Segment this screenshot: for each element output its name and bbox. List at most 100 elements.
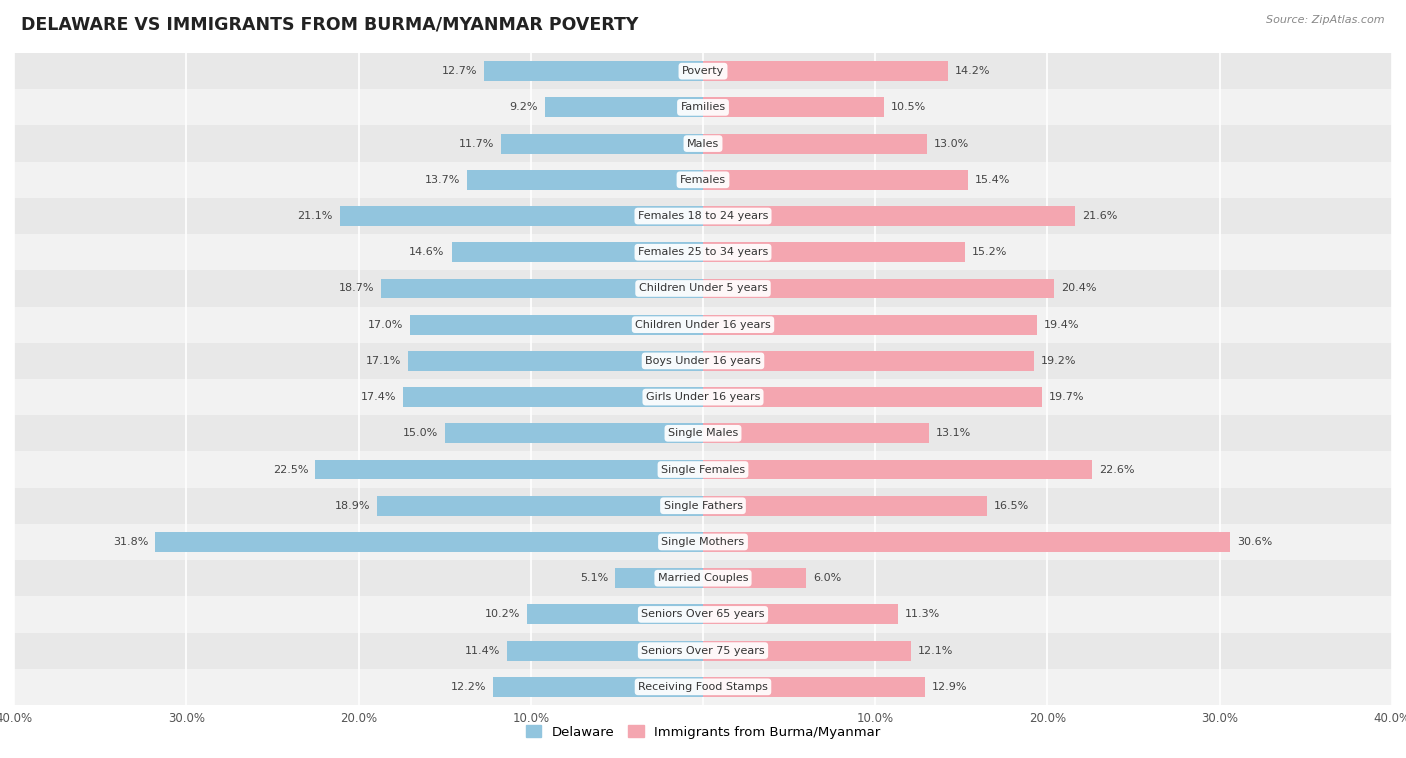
Bar	[14, 415, 1392, 452]
Bar	[502, 133, 703, 154]
Bar	[703, 170, 969, 190]
Bar	[506, 641, 703, 660]
Bar	[14, 53, 1392, 89]
Text: Single Males: Single Males	[668, 428, 738, 438]
Bar	[14, 597, 1392, 632]
Text: 12.7%: 12.7%	[441, 66, 478, 76]
Bar	[14, 669, 1392, 705]
Text: Girls Under 16 years: Girls Under 16 years	[645, 392, 761, 402]
Bar	[14, 234, 1392, 271]
Text: 19.4%: 19.4%	[1045, 320, 1080, 330]
Text: Single Mothers: Single Mothers	[661, 537, 745, 547]
Text: 20.4%: 20.4%	[1062, 283, 1097, 293]
Bar	[467, 170, 703, 190]
Text: 18.9%: 18.9%	[335, 501, 371, 511]
Bar	[703, 61, 948, 81]
Bar	[14, 161, 1392, 198]
Text: 11.3%: 11.3%	[904, 609, 939, 619]
Text: 15.4%: 15.4%	[976, 175, 1011, 185]
Bar	[14, 306, 1392, 343]
Bar	[315, 459, 703, 480]
Bar	[703, 424, 928, 443]
Text: Females 25 to 34 years: Females 25 to 34 years	[638, 247, 768, 257]
Text: 9.2%: 9.2%	[509, 102, 537, 112]
Text: Children Under 5 years: Children Under 5 years	[638, 283, 768, 293]
Bar	[377, 496, 703, 515]
Bar	[451, 243, 703, 262]
Bar	[14, 343, 1392, 379]
Text: 30.6%: 30.6%	[1237, 537, 1272, 547]
Text: 16.5%: 16.5%	[994, 501, 1029, 511]
Text: Single Fathers: Single Fathers	[664, 501, 742, 511]
Text: 11.4%: 11.4%	[464, 646, 499, 656]
Bar	[703, 98, 884, 117]
Text: 6.0%: 6.0%	[813, 573, 841, 583]
Bar	[444, 424, 703, 443]
Bar	[616, 568, 703, 588]
Bar	[381, 278, 703, 299]
Bar	[340, 206, 703, 226]
Bar	[494, 677, 703, 697]
Bar	[14, 379, 1392, 415]
Bar	[703, 532, 1230, 552]
Text: 14.2%: 14.2%	[955, 66, 990, 76]
Text: 15.2%: 15.2%	[972, 247, 1007, 257]
Text: 12.2%: 12.2%	[450, 682, 486, 692]
Text: 21.1%: 21.1%	[297, 211, 333, 221]
Text: 13.7%: 13.7%	[425, 175, 460, 185]
Text: Seniors Over 75 years: Seniors Over 75 years	[641, 646, 765, 656]
Text: 13.0%: 13.0%	[934, 139, 969, 149]
Bar	[703, 278, 1054, 299]
Text: Females: Females	[681, 175, 725, 185]
Text: 21.6%: 21.6%	[1083, 211, 1118, 221]
Bar	[703, 243, 965, 262]
Bar	[544, 98, 703, 117]
Bar	[703, 351, 1033, 371]
Text: DELAWARE VS IMMIGRANTS FROM BURMA/MYANMAR POVERTY: DELAWARE VS IMMIGRANTS FROM BURMA/MYANMA…	[21, 15, 638, 33]
Bar	[14, 524, 1392, 560]
Bar	[703, 133, 927, 154]
Text: Single Females: Single Females	[661, 465, 745, 475]
Text: 10.5%: 10.5%	[891, 102, 927, 112]
Text: 5.1%: 5.1%	[581, 573, 609, 583]
Text: 19.7%: 19.7%	[1049, 392, 1084, 402]
Bar	[703, 315, 1038, 334]
Bar	[14, 198, 1392, 234]
Bar	[14, 89, 1392, 126]
Bar	[703, 568, 807, 588]
Bar	[703, 677, 925, 697]
Text: 17.1%: 17.1%	[366, 356, 402, 366]
Text: 12.9%: 12.9%	[932, 682, 967, 692]
Text: 22.6%: 22.6%	[1099, 465, 1135, 475]
Text: 14.6%: 14.6%	[409, 247, 444, 257]
Bar	[14, 632, 1392, 669]
Text: Boys Under 16 years: Boys Under 16 years	[645, 356, 761, 366]
Bar	[703, 496, 987, 515]
Bar	[703, 604, 897, 625]
Text: 17.4%: 17.4%	[361, 392, 396, 402]
Bar	[703, 459, 1092, 480]
Bar	[527, 604, 703, 625]
Text: Poverty: Poverty	[682, 66, 724, 76]
Text: Families: Families	[681, 102, 725, 112]
Bar	[703, 387, 1042, 407]
Bar	[703, 641, 911, 660]
Bar	[409, 351, 703, 371]
Bar	[14, 271, 1392, 306]
Bar	[484, 61, 703, 81]
Text: 11.7%: 11.7%	[460, 139, 495, 149]
Legend: Delaware, Immigrants from Burma/Myanmar: Delaware, Immigrants from Burma/Myanmar	[520, 720, 886, 744]
Text: 31.8%: 31.8%	[112, 537, 149, 547]
Text: Married Couples: Married Couples	[658, 573, 748, 583]
Bar	[155, 532, 703, 552]
Bar	[703, 206, 1076, 226]
Bar	[404, 387, 703, 407]
Bar	[411, 315, 703, 334]
Text: Seniors Over 65 years: Seniors Over 65 years	[641, 609, 765, 619]
Text: Females 18 to 24 years: Females 18 to 24 years	[638, 211, 768, 221]
Text: 15.0%: 15.0%	[402, 428, 437, 438]
Text: 17.0%: 17.0%	[368, 320, 404, 330]
Text: 10.2%: 10.2%	[485, 609, 520, 619]
Text: Males: Males	[688, 139, 718, 149]
Text: Source: ZipAtlas.com: Source: ZipAtlas.com	[1267, 15, 1385, 25]
